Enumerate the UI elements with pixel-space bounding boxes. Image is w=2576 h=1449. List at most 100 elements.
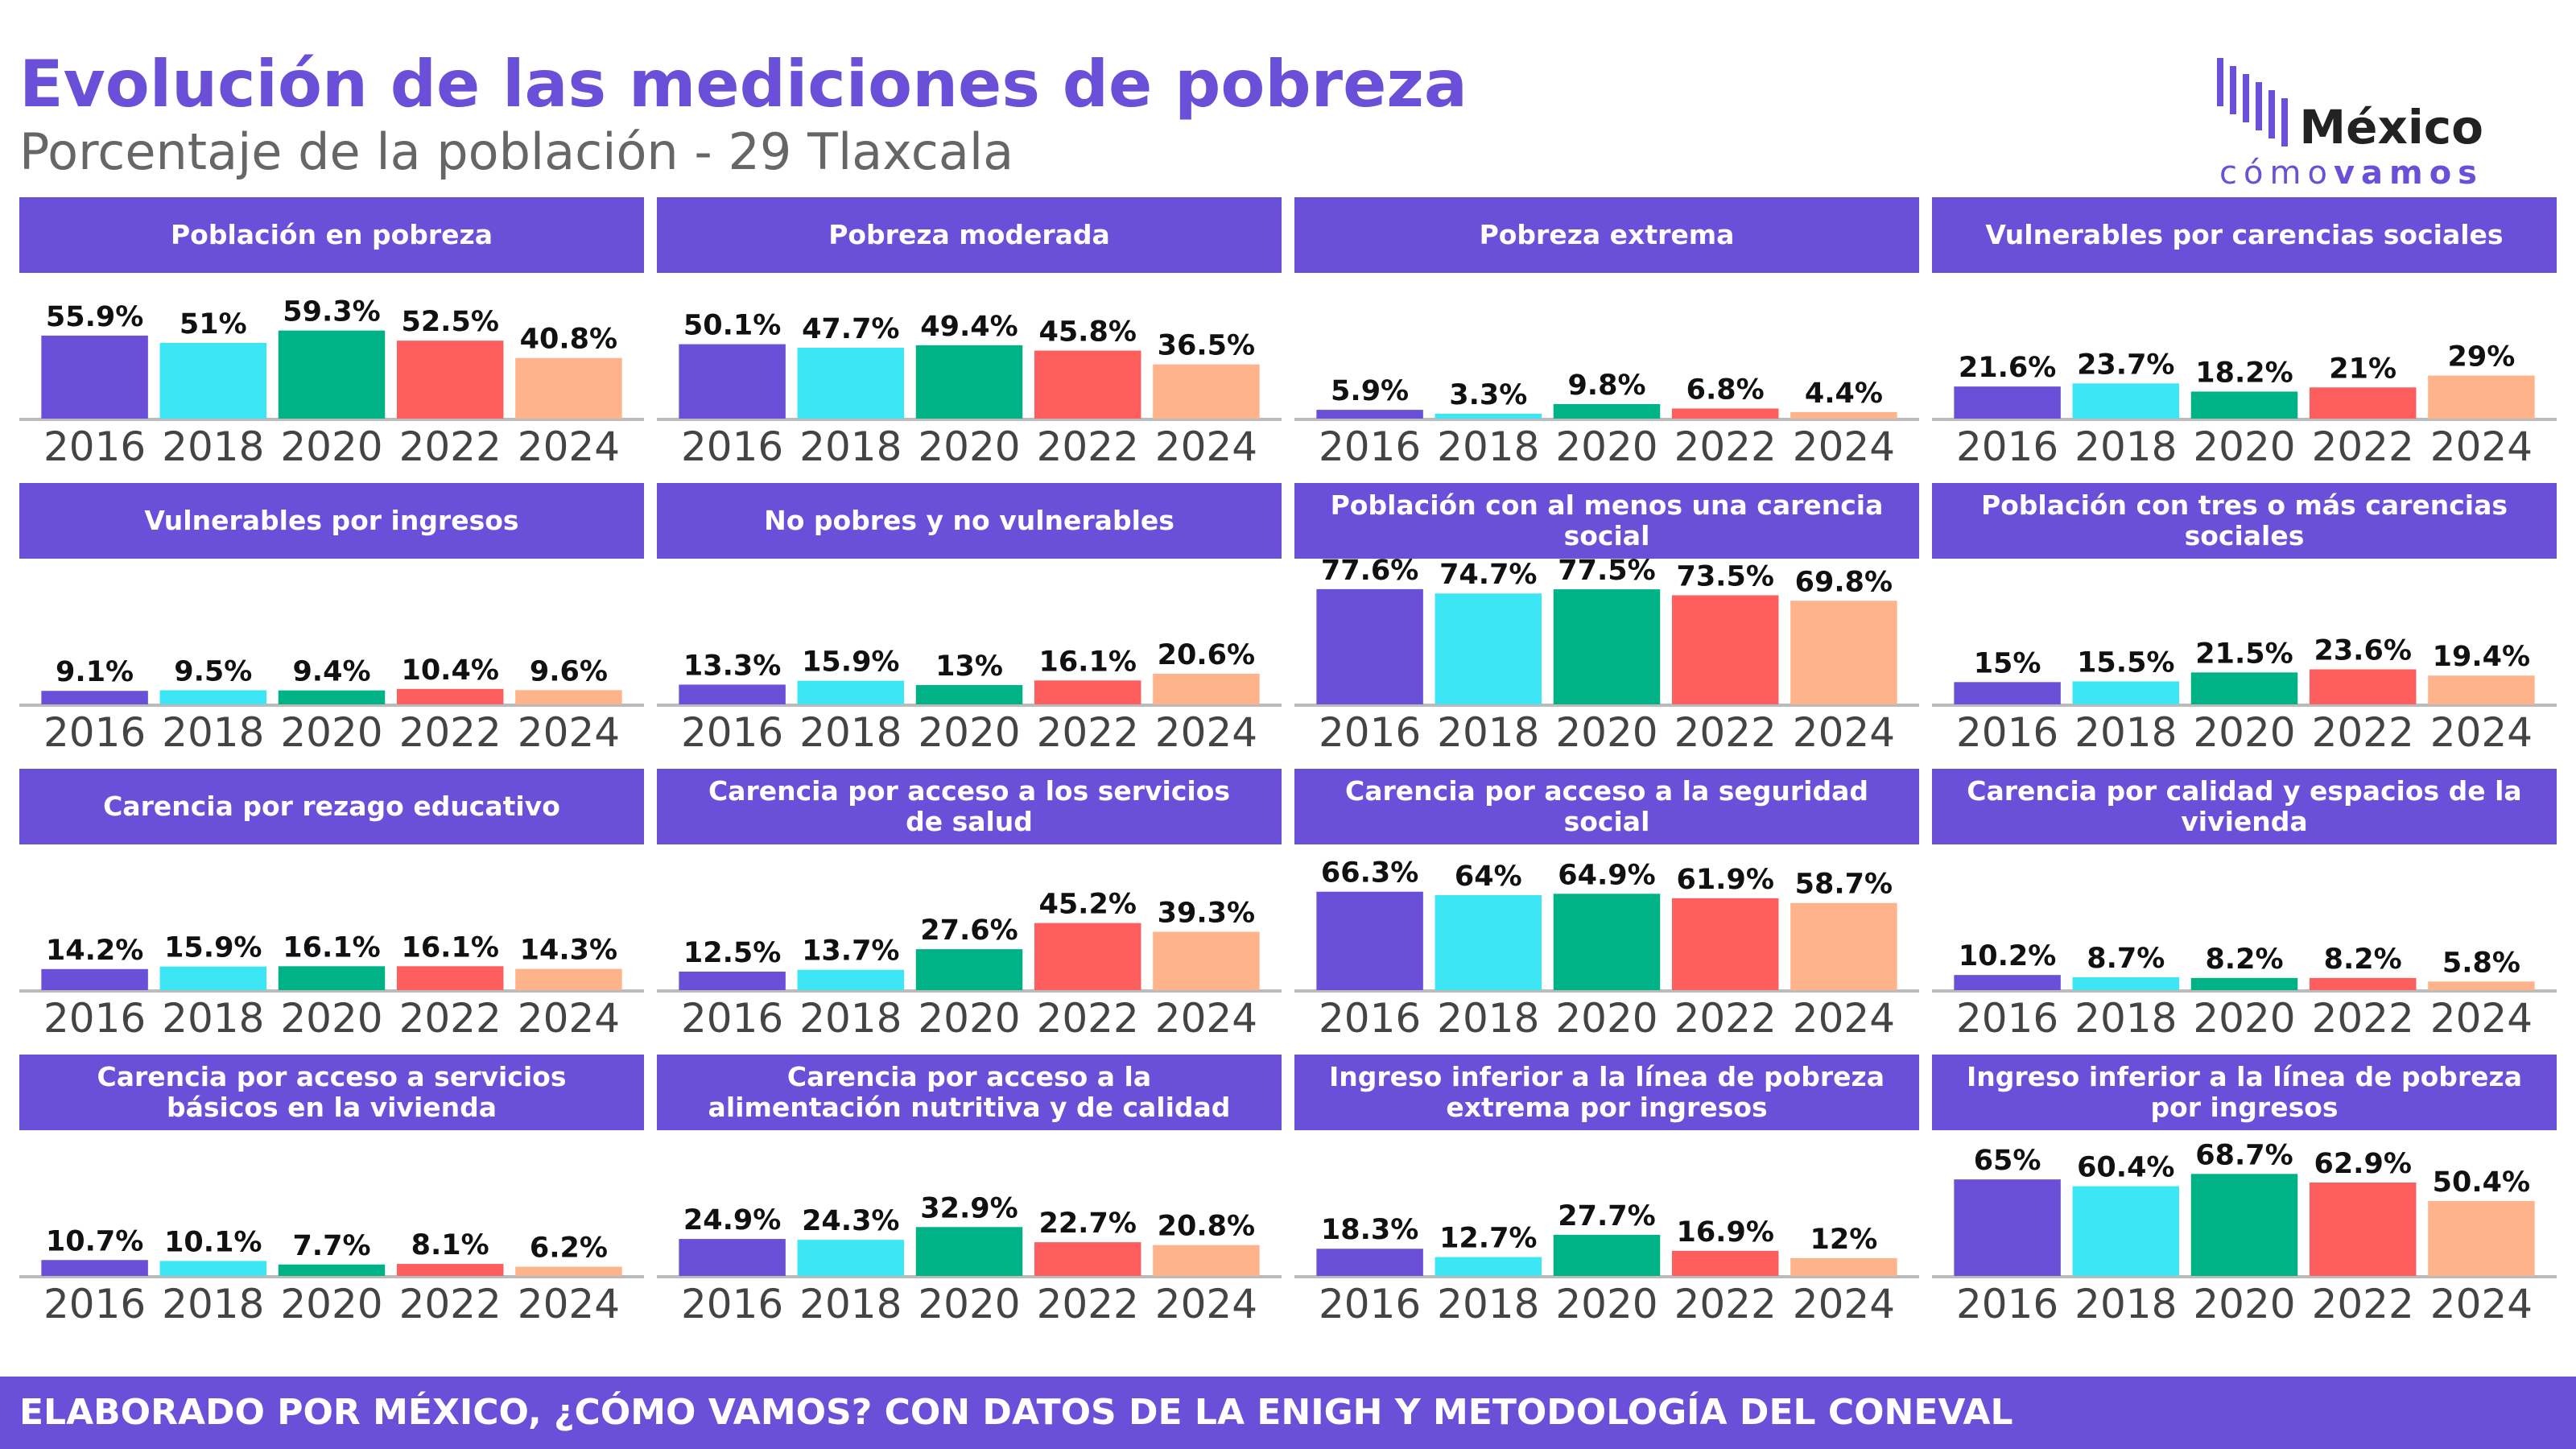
bar	[515, 357, 622, 419]
x-tick-label: 2018	[2074, 1281, 2177, 1327]
x-tick-label: 2022	[399, 995, 502, 1042]
chart-panel: Carencia por acceso a servicios básicos …	[19, 1055, 644, 1331]
value-label: 22.7%	[1038, 1208, 1136, 1240]
bar	[797, 969, 905, 990]
x-tick-label: 2024	[2430, 709, 2533, 756]
value-label: 15%	[1974, 647, 2041, 679]
value-label: 6.8%	[1686, 374, 1765, 406]
chart-panel: Vulnerables por carencias sociales 21.6% 2…	[1932, 197, 2557, 474]
value-label: 15.5%	[2077, 646, 2174, 679]
chart: 65% 2016 60.4% 2018 68.7% 2020 62.9% 2022 50.4% 2…	[1932, 1139, 2557, 1327]
bar	[1034, 680, 1141, 704]
bar	[679, 344, 786, 419]
chart-panel: Población con al menos una carencia soci…	[1294, 483, 1919, 760]
value-label: 29%	[2448, 341, 2516, 374]
value-label: 24.9%	[683, 1204, 781, 1236]
x-tick-label: 2016	[43, 995, 146, 1042]
bar	[1435, 1257, 1542, 1276]
bar	[679, 971, 786, 990]
value-label: 16.1%	[1038, 646, 1136, 678]
x-tick-label: 2020	[2193, 709, 2295, 756]
x-tick-label: 2024	[518, 423, 620, 470]
x-tick-label: 2020	[280, 1281, 382, 1327]
bar	[2428, 375, 2535, 419]
bar	[1153, 674, 1260, 704]
bar	[1153, 364, 1260, 419]
bar	[41, 968, 148, 990]
value-label: 13.3%	[683, 650, 781, 682]
value-label: 27.7%	[1558, 1200, 1655, 1232]
bar	[1671, 595, 1779, 704]
x-tick-label: 2020	[280, 423, 382, 470]
chart: 55.9% 2016 51% 2018 59.3% 2020 52.5% 2022 40.8% 2…	[19, 296, 644, 470]
value-label: 60.4%	[2077, 1152, 2174, 1184]
bar	[1553, 1234, 1661, 1276]
chart-panel: Ingreso inferior a la línea de pobreza e…	[1294, 1055, 1919, 1331]
chart-panel: Población en pobreza 55.9% 2016 51% 2018 59.3…	[19, 197, 644, 474]
x-tick-label: 2024	[518, 1281, 620, 1327]
bar	[1316, 410, 1423, 419]
value-label: 10.1%	[164, 1226, 262, 1258]
x-tick-label: 2018	[1437, 423, 1539, 470]
x-tick-label: 2018	[162, 1281, 264, 1327]
bar	[1153, 931, 1260, 990]
bar	[1954, 1179, 2061, 1276]
chart-title: Vulnerables por carencias sociales	[1932, 197, 2557, 273]
x-tick-label: 2016	[1319, 995, 1421, 1042]
bar	[1553, 894, 1661, 990]
chart-title: Ingreso inferior a la línea de pobreza e…	[1294, 1055, 1919, 1130]
value-label: 36.5%	[1158, 330, 1255, 362]
bar	[915, 345, 1023, 419]
value-label: 8.1%	[411, 1229, 489, 1261]
value-label: 27.6%	[920, 914, 1018, 947]
bar	[1954, 975, 2061, 990]
bar	[1671, 898, 1779, 990]
x-tick-label: 2016	[681, 995, 783, 1042]
chart-title: Población con al menos una carencia soci…	[1294, 483, 1919, 559]
x-tick-label: 2024	[2430, 995, 2533, 1042]
x-tick-label: 2022	[399, 709, 502, 756]
value-label: 5.8%	[2442, 947, 2520, 979]
value-label: 49.4%	[920, 311, 1018, 343]
value-label: 8.7%	[2087, 943, 2165, 975]
x-tick-label: 2020	[1555, 423, 1657, 470]
x-tick-label: 2020	[1555, 995, 1657, 1042]
x-tick-label: 2024	[2430, 1281, 2533, 1327]
bar	[2428, 981, 2535, 990]
value-label: 15.9%	[164, 932, 262, 964]
chart: 12.5% 2016 13.7% 2018 27.6% 2020 45.2% 2022 39.3…	[657, 889, 1282, 1042]
x-tick-label: 2016	[1319, 709, 1421, 756]
chart-title: Pobreza moderada	[657, 197, 1282, 273]
x-tick-label: 2024	[1793, 1281, 1895, 1327]
x-tick-label: 2024	[1155, 709, 1257, 756]
x-tick-label: 2024	[1793, 423, 1895, 470]
bar	[2190, 977, 2298, 990]
logo-tag: cómovamos	[2219, 155, 2483, 192]
bar	[515, 968, 622, 990]
chart: 9.1% 2016 9.5% 2018 9.4% 2020 10.4% 2022 9.6% 202…	[19, 654, 644, 756]
bar	[1316, 1249, 1423, 1276]
x-tick-label: 2016	[1956, 1281, 2058, 1327]
bar	[915, 1227, 1023, 1276]
bar	[797, 348, 905, 419]
x-tick-label: 2016	[43, 423, 146, 470]
chart-panel: Carencia por acceso a los servicios de s…	[657, 769, 1282, 1046]
x-tick-label: 2016	[1956, 995, 2058, 1042]
value-label: 58.7%	[1795, 869, 1893, 901]
x-tick-label: 2022	[1674, 995, 1777, 1042]
value-label: 77.5%	[1558, 559, 1655, 587]
bar	[396, 341, 504, 419]
x-tick-label: 2022	[2312, 423, 2414, 470]
bar	[278, 1264, 386, 1276]
bar	[679, 684, 786, 704]
value-label: 4.4%	[1805, 378, 1883, 410]
chart: 14.2% 2016 15.9% 2018 16.1% 2020 16.1% 2022 14.3…	[19, 931, 644, 1042]
x-tick-label: 2018	[1437, 1281, 1539, 1327]
value-label: 12.5%	[683, 937, 781, 969]
value-label: 62.9%	[2314, 1148, 2411, 1180]
value-label: 50.1%	[683, 310, 781, 342]
x-tick-label: 2016	[681, 423, 783, 470]
x-tick-label: 2016	[43, 1281, 146, 1327]
value-label: 9.4%	[292, 656, 370, 688]
chart-title: Carencia por acceso a la alimentación nu…	[657, 1055, 1282, 1130]
